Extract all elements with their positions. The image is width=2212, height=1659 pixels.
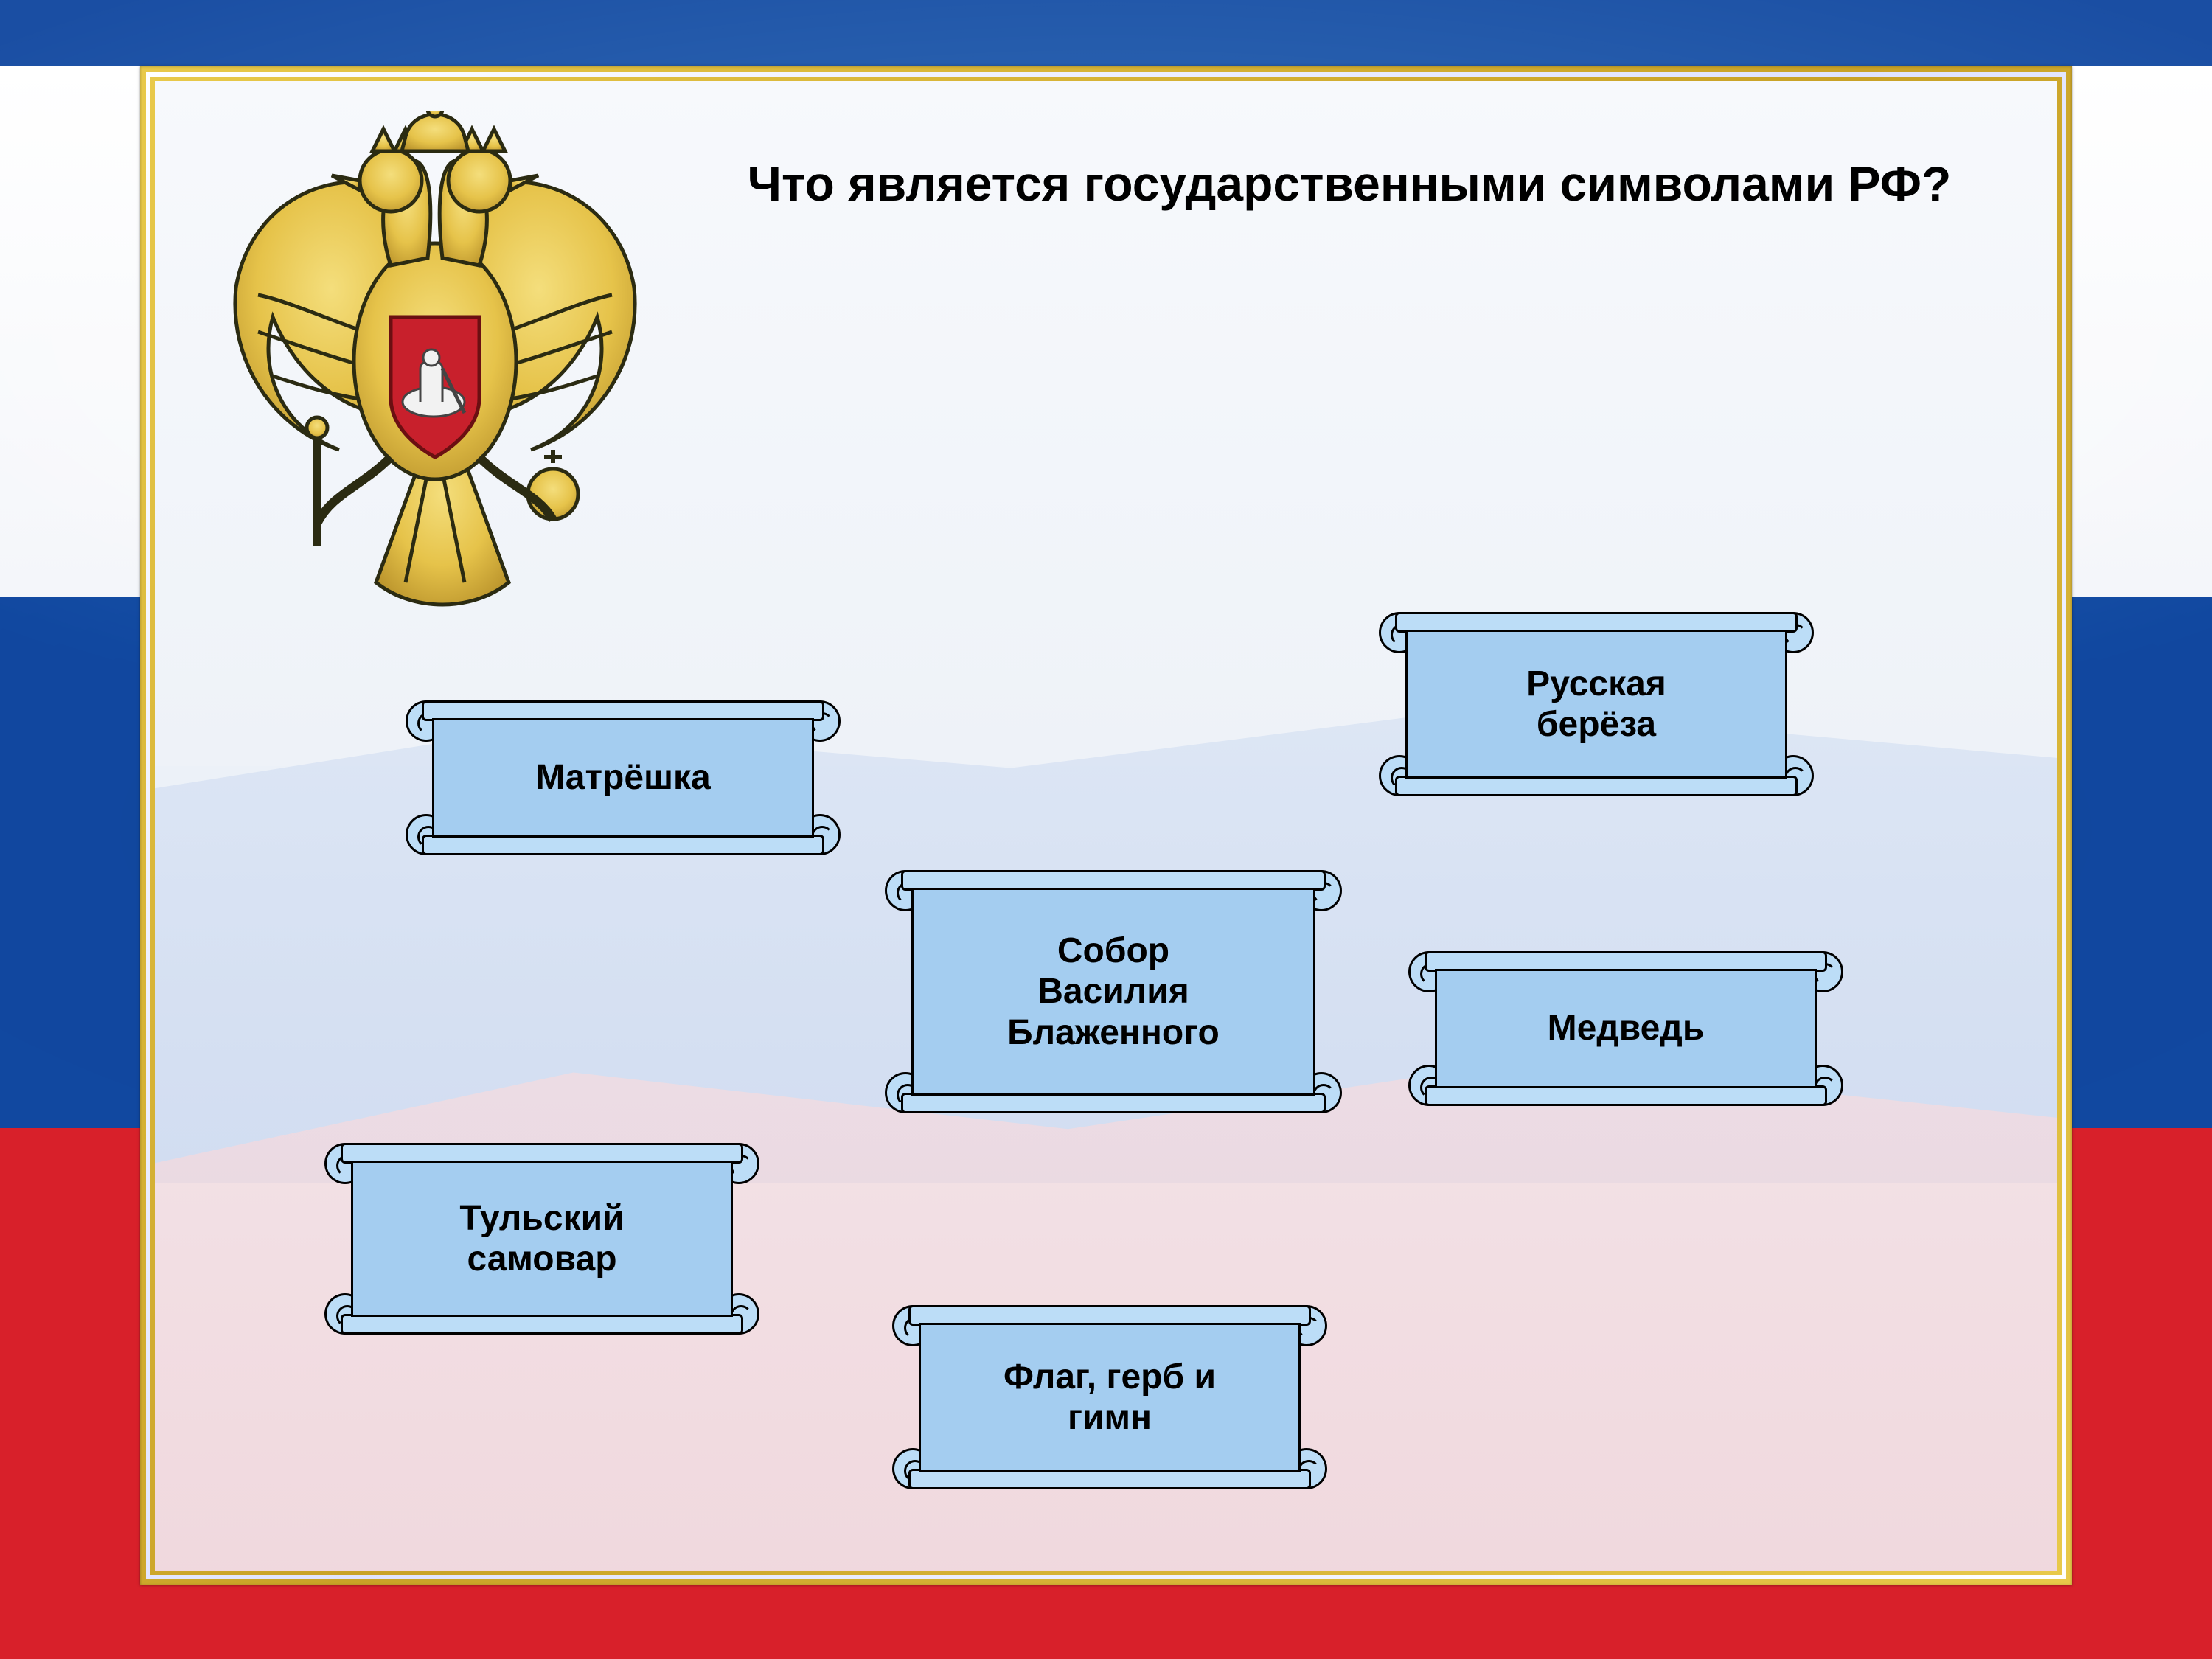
frame-mid: Что является государственными символами …: [146, 72, 2066, 1579]
slide-stage: Что является государственными символами …: [0, 0, 2212, 1659]
option-label: Тульскийсамовар: [351, 1161, 733, 1317]
coat-of-arms-icon: [206, 111, 664, 627]
option-tula-samovar[interactable]: Тульскийсамовар: [324, 1143, 759, 1335]
frame-inner: Что является государственными символами …: [150, 77, 2062, 1575]
option-label: СоборВасилияБлаженного: [911, 888, 1315, 1096]
slide-title: Что является государственными символами …: [686, 155, 2013, 213]
slide-panel: Что является государственными символами …: [155, 81, 2057, 1571]
option-russian-birch[interactable]: Русскаяберёза: [1379, 612, 1814, 796]
option-label: Русскаяберёза: [1405, 630, 1787, 779]
option-label: Флаг, герб игимн: [919, 1323, 1301, 1472]
option-bear[interactable]: Медведь: [1408, 951, 1843, 1106]
option-st-basil[interactable]: СоборВасилияБлаженного: [885, 870, 1342, 1113]
option-label: Матрёшка: [432, 718, 814, 838]
frame-outer: Что является государственными символами …: [140, 66, 2072, 1585]
option-label: Медведь: [1435, 969, 1817, 1088]
option-flag-coat-anthem[interactable]: Флаг, герб игимн: [892, 1305, 1327, 1489]
option-matryoshka[interactable]: Матрёшка: [406, 700, 841, 855]
